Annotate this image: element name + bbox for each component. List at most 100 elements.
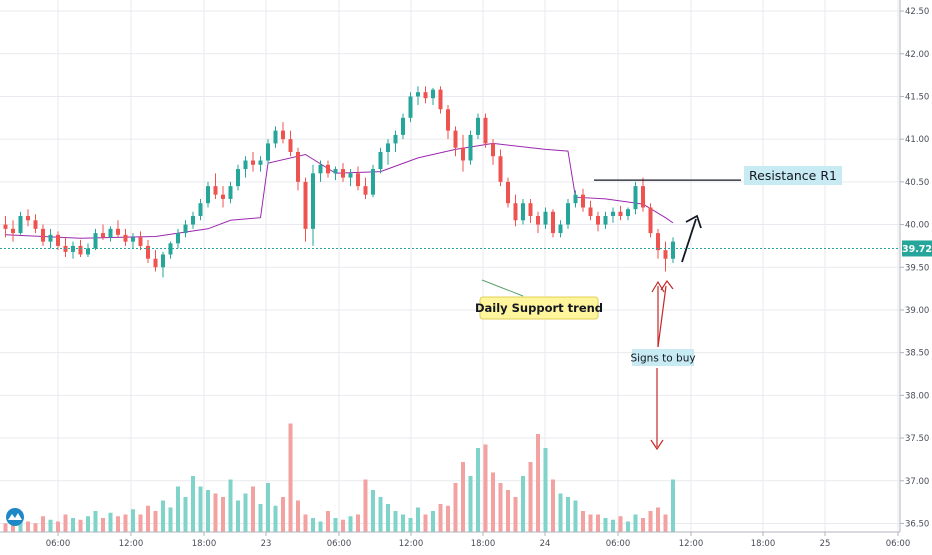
candle	[281, 122, 285, 144]
volume-bar	[228, 479, 233, 532]
candle	[663, 241, 668, 272]
candle	[243, 156, 248, 178]
volume-bar	[371, 490, 375, 532]
x-tick-label: 18:00	[192, 539, 217, 549]
y-tick-label: 41.50	[905, 92, 929, 102]
volume-bar	[123, 514, 128, 532]
x-tick-label: 24	[540, 539, 551, 549]
candle	[131, 233, 135, 249]
candle	[626, 207, 630, 221]
candle	[401, 113, 405, 140]
candle	[588, 200, 593, 221]
x-tick-label: 18:00	[751, 539, 776, 549]
candle	[393, 130, 398, 152]
candle	[348, 169, 353, 187]
buy-signal-annotation: Signs to buy	[630, 279, 696, 451]
candle	[438, 86, 443, 114]
volume-bar	[318, 521, 323, 532]
y-tick-label: 37.50	[905, 434, 929, 444]
volume-bar	[86, 516, 90, 532]
signal-label: Signs to buy	[630, 353, 695, 365]
volume-bar	[423, 514, 428, 532]
candle	[236, 164, 240, 191]
candle	[33, 214, 38, 234]
candle	[371, 164, 375, 198]
candle	[491, 139, 495, 165]
volume-bar	[438, 504, 443, 532]
volume-bar	[333, 518, 338, 532]
volume-bar	[596, 514, 600, 532]
candle	[476, 113, 480, 140]
candle	[303, 177, 308, 242]
price-axis: 36.50 37.00 37.50 38.00 38.50 39.00 39.50 40.00…	[899, 0, 929, 532]
volume-bar	[461, 462, 465, 532]
y-tick-label: 42.00	[905, 50, 929, 60]
time-axis: 06:00 12:00 18:00 23 06:00 12:00 18:00 24 06:00 1…	[0, 531, 910, 549]
volume-bar	[18, 518, 23, 532]
volume-bar	[581, 511, 585, 532]
candle	[93, 228, 98, 251]
volume-bar	[48, 519, 53, 532]
volume-bar	[528, 462, 533, 532]
volume-bar	[311, 518, 315, 532]
volume-bar	[138, 514, 143, 532]
candle	[416, 86, 420, 105]
volume-bar	[56, 521, 60, 532]
candle	[273, 126, 278, 148]
candle	[551, 209, 555, 238]
candle	[26, 209, 30, 227]
candle	[431, 87, 435, 105]
volume-bar	[468, 476, 473, 532]
chart-grid	[0, 0, 900, 532]
volume-bar	[3, 523, 8, 532]
volume-bar	[393, 511, 398, 532]
volume-bar	[588, 514, 593, 532]
candle	[341, 163, 345, 182]
candlesticks	[3, 86, 675, 278]
y-tick-label: 38.50	[905, 349, 929, 359]
y-tick-label: 37.00	[905, 477, 929, 487]
support-label: Daily Support trend	[475, 301, 603, 315]
y-tick-label: 40.50	[905, 178, 929, 188]
current-price-label: 39.72	[902, 244, 932, 255]
volume-bar	[476, 448, 480, 532]
down-arrow-icon	[650, 368, 664, 451]
x-tick-label: 18:00	[471, 539, 496, 549]
candle	[386, 139, 390, 165]
candle	[228, 181, 233, 204]
resistance-annotation: Resistance R1	[594, 166, 842, 185]
candle	[221, 186, 225, 208]
volume-bar	[341, 519, 345, 532]
candle	[618, 205, 623, 221]
x-tick-label: 25	[820, 539, 831, 549]
candle	[326, 160, 330, 178]
volume-bar	[431, 511, 435, 532]
candle	[198, 198, 203, 221]
x-tick-label: 06:00	[606, 539, 631, 549]
y-tick-label: 39.00	[905, 306, 929, 316]
candle	[506, 177, 510, 208]
annotations: Resistance R1 Daily Support trend Signs …	[475, 166, 842, 451]
volume-bar	[491, 472, 495, 532]
volume-bar	[363, 479, 368, 532]
candle	[453, 126, 458, 157]
volume-bar	[656, 507, 660, 532]
volume-bar	[146, 505, 150, 532]
y-tick-label: 42.50	[905, 7, 929, 17]
volume-bar	[498, 483, 503, 532]
volume-bar	[153, 511, 158, 532]
moving-average-path	[5, 142, 674, 239]
volume-bar	[206, 490, 210, 532]
volume-bar	[288, 423, 293, 532]
candle	[41, 224, 45, 246]
volume-bar	[93, 511, 98, 532]
moving-average-line	[5, 142, 674, 239]
volume-bar	[161, 500, 165, 532]
volume-bar	[416, 507, 420, 532]
volume-bar	[266, 483, 270, 532]
candle	[333, 166, 338, 181]
candle	[468, 130, 473, 165]
candle	[138, 231, 143, 251]
candle	[191, 211, 195, 229]
